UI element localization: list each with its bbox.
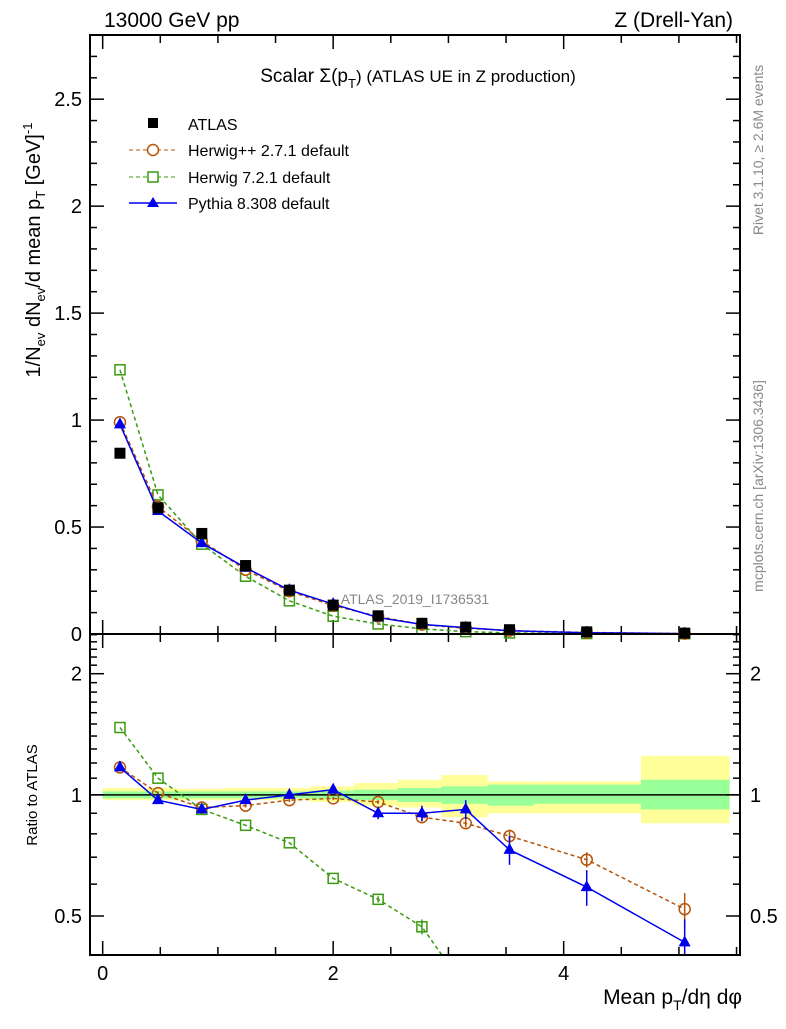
- ratio-point: [239, 819, 252, 832]
- ratio-bands: [90, 755, 740, 824]
- ratio-tick-label-right: 2: [750, 664, 761, 686]
- legend-label-pythia: Pythia 8.308 default: [188, 196, 330, 213]
- ratio-point: [580, 853, 593, 866]
- x-tick-label: 2: [328, 963, 339, 985]
- xlabel-part: Mean p: [603, 986, 673, 1009]
- ratio-point: [678, 935, 691, 947]
- axis-ticks: 0 2 4 0 0.5 1 1.5 2 2.5 0.5 0.5 1 1 2 2: [54, 35, 778, 985]
- ratio-line: [119, 766, 686, 910]
- rivet-label: Rivet 3.1.10, ≥ 2.6M events: [750, 65, 766, 235]
- ylabel-sup: -1: [20, 123, 35, 135]
- data-point: [504, 624, 516, 636]
- y-axis-label: 1/Nev dNev/d mean pT [GeV]-1: [20, 123, 48, 378]
- legend-label-herwig7: Herwig 7.2.1 default: [188, 170, 331, 187]
- title-part: Scalar Σ(p: [260, 66, 348, 87]
- data-point: [240, 560, 252, 572]
- ylabel-part: dN: [23, 301, 45, 332]
- series-line: [119, 369, 685, 635]
- ratio-point: [416, 921, 428, 933]
- data-point: [114, 364, 126, 376]
- ylabel-part: 1/N: [23, 346, 45, 377]
- y-tick-label: 0.5: [54, 517, 82, 539]
- legend-label-atlas: ATLAS: [188, 117, 238, 134]
- x-tick-label: 4: [558, 963, 569, 985]
- y-tick-label: 1.5: [54, 303, 82, 325]
- mcplots-label: mcplots.cern.ch [arXiv:1306.3436]: [750, 380, 766, 592]
- data-point: [460, 621, 472, 633]
- y-tick-label: 2.5: [54, 89, 82, 111]
- xlabel-part: /dη dφ: [682, 986, 742, 1009]
- data-point: [113, 417, 126, 429]
- ratio-point: [503, 842, 516, 854]
- ylabel-sub: T: [33, 191, 48, 199]
- ratio-point: [239, 793, 252, 805]
- ylabel-part: /d mean p: [23, 199, 45, 288]
- data-point: [327, 599, 339, 611]
- data-point: [283, 595, 296, 607]
- ylabel-part: [GeV]: [23, 134, 45, 191]
- x-axis-label: Mean pT/dη dφ: [603, 986, 742, 1013]
- title-part: ) (ATLAS UE in Z production): [356, 67, 576, 86]
- legend-marker-herwig7: [147, 171, 159, 183]
- data-point: [581, 626, 593, 638]
- ratio-point: [152, 772, 164, 784]
- ratio-point: [283, 837, 296, 849]
- ylabel-sub: ev: [33, 287, 48, 301]
- ratio-point: [459, 802, 472, 814]
- legend-label-herwigpp: Herwig++ 2.7.1 default: [188, 143, 350, 160]
- ylabel-sub: ev: [33, 332, 48, 346]
- ratio-point: [113, 760, 126, 772]
- ratio-point: [580, 880, 593, 892]
- header-right: Z (Drell-Yan): [614, 9, 733, 32]
- ratio-point: [151, 793, 164, 805]
- data-point: [195, 536, 208, 548]
- y-tick-label: 1: [71, 410, 82, 432]
- data-point: [196, 527, 208, 539]
- data-point: [114, 447, 126, 459]
- ratio-line: [119, 727, 443, 955]
- ratio-point: [195, 802, 208, 814]
- ratio-line: [119, 766, 686, 944]
- ratio-point: [415, 806, 428, 818]
- y-tick-label: 2: [71, 196, 82, 218]
- data-point: [372, 610, 384, 622]
- series-line: [119, 424, 685, 635]
- legend-marker-pythia: [147, 197, 159, 207]
- x-tick-label: 0: [97, 963, 108, 985]
- ratio-tick-label: 1: [71, 785, 82, 807]
- watermark: ATLAS_2019_I1736531: [341, 591, 490, 607]
- data-point: [239, 570, 252, 582]
- ratio-point: [678, 902, 691, 916]
- series-2: [114, 364, 691, 955]
- ratio-tick-label-right: 1: [750, 785, 761, 807]
- series-3: [113, 417, 691, 955]
- y-tick-label: 0: [71, 624, 82, 646]
- series-1: [113, 415, 691, 927]
- data-point: [152, 502, 164, 514]
- legend-marker-herwigpp: [146, 143, 160, 157]
- ratio-point: [283, 787, 296, 799]
- legend-marker-atlas: [148, 118, 158, 128]
- data-point: [416, 617, 428, 629]
- ratio-tick-label: 0.5: [54, 906, 82, 928]
- title-sub: T: [348, 76, 356, 91]
- plot-title: Scalar Σ(pT) (ATLAS UE in Z production): [260, 66, 576, 91]
- xlabel-sub: T: [673, 997, 682, 1013]
- ratio-point: [372, 806, 385, 818]
- ratio-point: [372, 893, 384, 906]
- ratio-y-label: Ratio to ATLAS: [24, 744, 41, 845]
- ratio-tick-label: 2: [71, 664, 82, 686]
- ratio-tick-label-right: 0.5: [750, 906, 778, 928]
- ratio-frame: [89, 633, 741, 956]
- legend: ATLAS Herwig++ 2.7.1 default Herwig 7.2.…: [129, 117, 350, 213]
- ratio-point: [114, 721, 126, 734]
- ratio-point: [327, 872, 339, 885]
- data-point: [283, 584, 295, 596]
- series-layer: [113, 364, 691, 955]
- header-left: 13000 GeV pp: [104, 9, 239, 32]
- ratio-point: [327, 782, 340, 794]
